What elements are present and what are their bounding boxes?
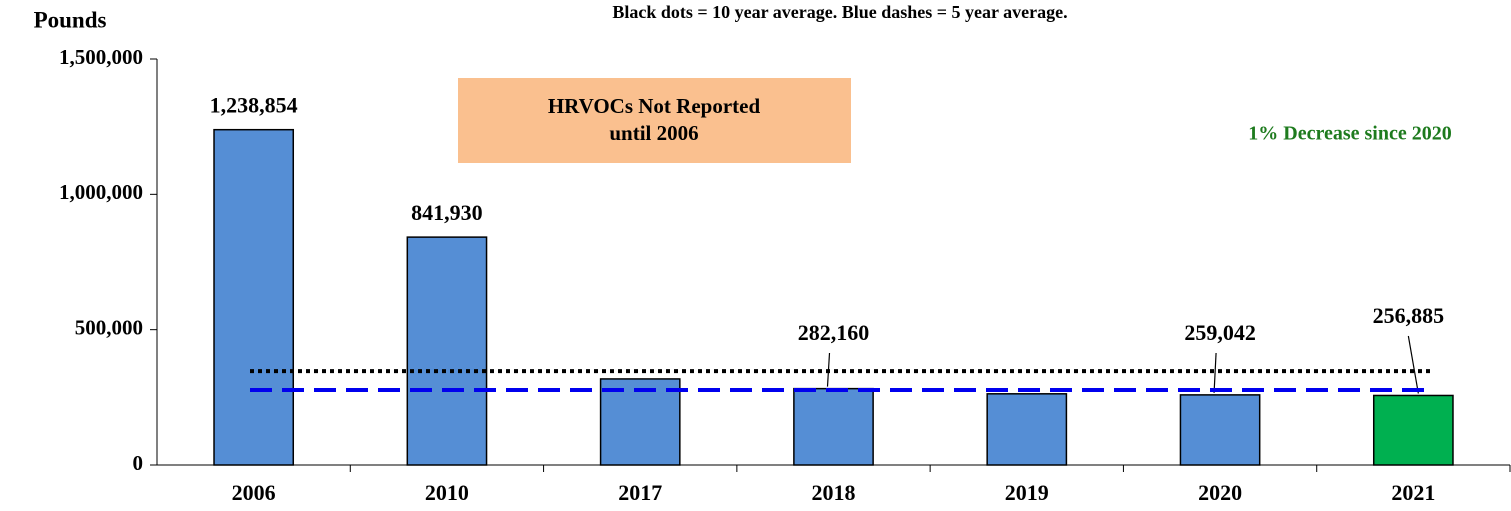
leader-line (1213, 352, 1217, 393)
data-label: 256,885 (1373, 303, 1445, 328)
bar (1179, 394, 1261, 466)
annotation-text: HRVOCs Not Reported (548, 94, 761, 118)
y-axis-label: Pounds (34, 7, 107, 32)
bar (406, 236, 488, 466)
x-tick-label: 2018 (812, 480, 856, 505)
x-tick-label: 2010 (425, 480, 469, 505)
y-tick-label: 1,000,000 (59, 180, 143, 204)
data-label: 841,930 (411, 200, 483, 225)
bar (213, 128, 295, 466)
y-tick-label: 1,500,000 (59, 45, 143, 69)
data-label: 259,042 (1184, 320, 1256, 345)
x-tick-label: 2006 (232, 480, 276, 505)
data-label: 282,160 (798, 320, 870, 345)
data-label: 1,238,854 (210, 93, 298, 118)
annotation-box (458, 78, 851, 163)
x-tick-label: 2019 (1005, 480, 1049, 505)
bar (599, 378, 681, 466)
annotation-text: 1% Decrease since 2020 (1248, 123, 1451, 145)
y-tick-label: 500,000 (75, 315, 143, 339)
leader-line (1407, 335, 1419, 394)
x-tick-label: 2021 (1391, 480, 1435, 505)
bar (986, 393, 1068, 466)
bar (793, 387, 874, 466)
y-tick-label: 0 (133, 451, 144, 475)
bar (1372, 394, 1454, 466)
x-tick-label: 2017 (618, 480, 662, 505)
chart-subtitle: Black dots = 10 year average. Blue dashe… (612, 2, 1067, 22)
x-tick-label: 2020 (1198, 480, 1242, 505)
annotation-text: until 2006 (609, 121, 698, 145)
